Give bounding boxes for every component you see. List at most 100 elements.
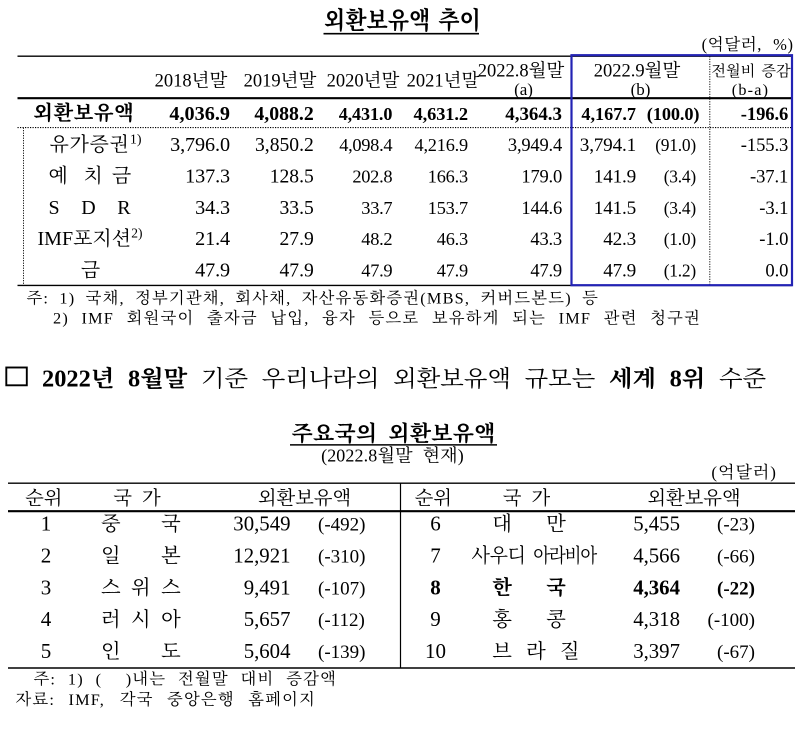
svg-text:-155.3: -155.3 bbox=[741, 135, 788, 156]
svg-text:4,098.4: 4,098.4 bbox=[339, 135, 392, 155]
svg-text:4,364: 4,364 bbox=[633, 576, 680, 599]
svg-text:(b-a): (b-a) bbox=[732, 81, 769, 99]
svg-text:202.8: 202.8 bbox=[352, 166, 392, 186]
svg-text:47.9: 47.9 bbox=[361, 261, 392, 281]
svg-text:1): 1) bbox=[59, 289, 75, 308]
svg-text:(100.0): (100.0) bbox=[647, 104, 700, 125]
svg-text:(3.4): (3.4) bbox=[664, 166, 697, 186]
svg-text:R: R bbox=[117, 197, 131, 219]
svg-text:46.3: 46.3 bbox=[437, 229, 468, 249]
svg-text:(1.0): (1.0) bbox=[664, 229, 697, 249]
svg-text:9,491: 9,491 bbox=[244, 576, 291, 599]
svg-text:2019: 2019 bbox=[244, 72, 281, 92]
svg-text:4,216.9: 4,216.9 bbox=[415, 135, 469, 155]
svg-text:179.0: 179.0 bbox=[521, 167, 562, 187]
svg-text:7: 7 bbox=[430, 543, 441, 567]
svg-text:1): 1) bbox=[68, 669, 84, 688]
svg-text:(1.2): (1.2) bbox=[664, 261, 697, 281]
svg-text:21.4: 21.4 bbox=[195, 228, 230, 250]
svg-text:(-22): (-22) bbox=[717, 578, 755, 599]
svg-text:153.7: 153.7 bbox=[428, 198, 468, 218]
svg-text:8: 8 bbox=[670, 366, 682, 393]
svg-text:(-23): (-23) bbox=[717, 515, 755, 536]
svg-text:IMF: IMF bbox=[559, 309, 592, 328]
svg-text:4,036.9: 4,036.9 bbox=[169, 103, 230, 125]
svg-text:(: ( bbox=[702, 35, 708, 54]
svg-text:47.9: 47.9 bbox=[437, 261, 468, 281]
svg-text:(: ( bbox=[711, 463, 718, 482]
svg-text:137.3: 137.3 bbox=[185, 165, 230, 187]
svg-text:128.5: 128.5 bbox=[270, 166, 314, 187]
svg-text:47.9: 47.9 bbox=[280, 261, 314, 282]
svg-text:27.9: 27.9 bbox=[280, 229, 314, 250]
svg-text:2: 2 bbox=[41, 543, 52, 567]
svg-text:47.9: 47.9 bbox=[195, 260, 230, 282]
svg-text:(-107): (-107) bbox=[318, 578, 365, 599]
svg-text:): ) bbox=[458, 446, 464, 467]
svg-text:IMF: IMF bbox=[82, 309, 115, 328]
svg-text:3,850.2: 3,850.2 bbox=[255, 135, 314, 156]
svg-text:34.3: 34.3 bbox=[195, 197, 230, 219]
svg-text:4,364.3: 4,364.3 bbox=[505, 104, 562, 125]
svg-text:2020: 2020 bbox=[327, 72, 364, 92]
svg-text:-3.1: -3.1 bbox=[759, 198, 788, 219]
svg-text:48.2: 48.2 bbox=[361, 229, 392, 249]
svg-text:4,431.0: 4,431.0 bbox=[339, 104, 393, 124]
svg-text:4,088.2: 4,088.2 bbox=[254, 103, 313, 125]
svg-text:3,794.1: 3,794.1 bbox=[580, 135, 636, 156]
svg-text:8: 8 bbox=[430, 575, 441, 599]
svg-text:,: , bbox=[304, 309, 309, 328]
svg-text:1: 1 bbox=[41, 512, 52, 536]
svg-text:2022: 2022 bbox=[42, 366, 91, 393]
svg-text:3: 3 bbox=[41, 575, 52, 599]
svg-text:(-67): (-67) bbox=[717, 642, 755, 663]
svg-text:0.0: 0.0 bbox=[765, 261, 788, 282]
svg-text:1): 1) bbox=[130, 133, 142, 148]
svg-text:8: 8 bbox=[128, 366, 140, 393]
svg-text:-196.6: -196.6 bbox=[741, 104, 788, 125]
svg-text:(-310): (-310) bbox=[318, 546, 365, 567]
svg-text:9: 9 bbox=[430, 607, 441, 631]
svg-text:(a): (a) bbox=[514, 80, 533, 99]
svg-text::: : bbox=[43, 289, 49, 308]
svg-text:4,566: 4,566 bbox=[633, 544, 680, 567]
svg-text:4,631.2: 4,631.2 bbox=[414, 104, 468, 124]
svg-text:(91.0): (91.0) bbox=[655, 135, 696, 155]
svg-text:166.3: 166.3 bbox=[428, 166, 468, 186]
svg-text:42.3: 42.3 bbox=[603, 229, 636, 250]
svg-text:144.6: 144.6 bbox=[521, 199, 562, 219]
svg-text:47.9: 47.9 bbox=[530, 262, 562, 282]
svg-text:30,549: 30,549 bbox=[233, 513, 290, 536]
svg-text:2018: 2018 bbox=[155, 72, 192, 92]
svg-text:5,657: 5,657 bbox=[244, 608, 291, 631]
svg-text:D: D bbox=[81, 197, 95, 219]
svg-text:(-100): (-100) bbox=[708, 610, 755, 631]
svg-text:141.9: 141.9 bbox=[594, 166, 636, 187]
svg-text:(MBS,: (MBS, bbox=[420, 289, 470, 308]
svg-text:IMF: IMF bbox=[38, 228, 74, 250]
svg-text:2022.9: 2022.9 bbox=[594, 62, 645, 82]
svg-text:): ) bbox=[126, 669, 133, 688]
svg-text:33.7: 33.7 bbox=[361, 198, 392, 218]
svg-text:3,796.0: 3,796.0 bbox=[170, 134, 230, 156]
svg-text:2): 2) bbox=[131, 226, 142, 241]
svg-text:IMF,: IMF, bbox=[69, 690, 106, 709]
svg-text:6: 6 bbox=[430, 512, 441, 536]
svg-text:%): %) bbox=[773, 35, 793, 54]
svg-text:-1.0: -1.0 bbox=[759, 229, 788, 250]
svg-text:(-112): (-112) bbox=[318, 610, 365, 631]
svg-text:2022.8: 2022.8 bbox=[478, 62, 529, 82]
svg-text:,: , bbox=[757, 35, 762, 54]
svg-text:,: , bbox=[120, 289, 125, 308]
svg-text:4,318: 4,318 bbox=[633, 608, 680, 631]
svg-text:5,604: 5,604 bbox=[244, 640, 291, 663]
svg-text:(-492): (-492) bbox=[318, 515, 365, 536]
svg-text:): ) bbox=[565, 289, 572, 308]
svg-text:): ) bbox=[770, 463, 777, 482]
svg-text:(b): (b) bbox=[631, 80, 651, 99]
svg-text:4,167.7: 4,167.7 bbox=[581, 104, 636, 124]
svg-text:(: ( bbox=[96, 669, 103, 688]
svg-text:5,455: 5,455 bbox=[633, 513, 680, 536]
svg-text::: : bbox=[49, 690, 55, 709]
svg-text:4: 4 bbox=[41, 607, 52, 631]
